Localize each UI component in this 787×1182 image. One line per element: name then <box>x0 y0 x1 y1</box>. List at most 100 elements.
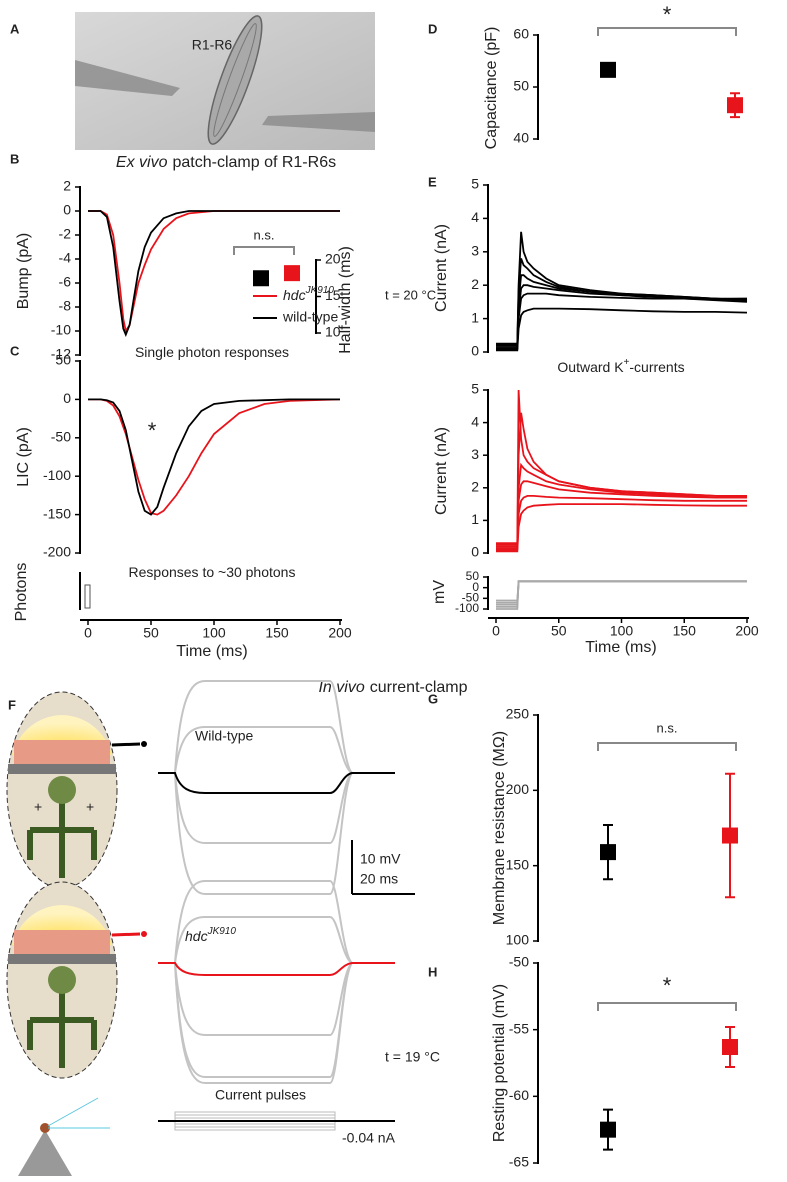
y-tick-label: 0 <box>471 544 479 560</box>
y-tick-label: 50 <box>55 352 71 368</box>
temperature: t = 19 °C <box>385 1049 440 1065</box>
y-tick-label: 40 <box>513 130 529 146</box>
y-tick-label: -4 <box>59 250 72 266</box>
caption-part: Single photon responses <box>135 344 289 360</box>
y-tick-label: 150 <box>506 856 530 872</box>
micrograph <box>75 12 375 150</box>
trace <box>496 580 747 610</box>
panel-caption: Single photon responses <box>135 344 289 360</box>
x-tick-label: 50 <box>551 623 567 639</box>
mean-marker <box>253 270 269 287</box>
trace <box>496 389 748 545</box>
scale-label: 10 mV <box>360 851 401 867</box>
significance-bracket <box>597 27 737 36</box>
eye-diagram <box>6 881 147 1079</box>
y-tick-label: -50 <box>51 429 71 445</box>
annotation: t = 20 °C <box>385 287 436 302</box>
trace-label: Wild-type <box>195 728 254 744</box>
trace-label: hdcJK910 <box>185 926 236 944</box>
voltage-trace <box>158 772 395 895</box>
y-axis-label: mV <box>431 580 448 604</box>
caption-part: -currents <box>629 359 684 375</box>
y-tick-label: 5 <box>471 381 479 397</box>
title-part: current-clamp <box>370 679 468 696</box>
x-tick-label: 200 <box>328 625 352 641</box>
panel-caption: Outward K+-currents <box>557 357 684 375</box>
annotation: n.s. <box>254 227 275 242</box>
annotation: * <box>663 2 672 27</box>
caption-part: Responses to ~30 photons <box>129 564 296 580</box>
panel-label: C <box>10 343 20 358</box>
x-tick-label: 200 <box>735 623 759 639</box>
y-axis-label: Membrane resistance (MΩ) <box>491 731 508 925</box>
trace <box>496 258 747 347</box>
y-tick-label: 1 <box>471 511 479 527</box>
panel-label: E <box>428 174 437 189</box>
mean-marker <box>600 844 616 861</box>
panel-caption: Responses to ~30 photons <box>129 564 296 580</box>
caption-part: Outward K <box>557 359 624 375</box>
x-axis-label: Time (ms) <box>585 639 656 656</box>
y-tick-label: -2 <box>59 226 72 242</box>
caption-part: + <box>624 357 630 368</box>
voltage-trace <box>158 962 395 1036</box>
y-tick-label: 15 <box>325 287 341 303</box>
significance-bracket <box>597 1002 737 1011</box>
trace <box>496 503 747 553</box>
current-pulses <box>158 1111 395 1131</box>
panel-label: B <box>10 151 19 166</box>
annotation: n.s. <box>657 720 678 735</box>
y-tick-label: 10 <box>325 324 341 340</box>
title-part: In vivo <box>318 679 364 696</box>
image-caption: Ex vivo patch-clamp of R1-R6s <box>116 154 336 171</box>
y-tick-label: -6 <box>59 274 72 290</box>
mean-marker <box>600 61 616 78</box>
y-tick-label: 3 <box>471 243 479 259</box>
legend-label: hdcJK910 <box>283 285 334 303</box>
x-tick-label: 0 <box>84 625 92 641</box>
y-axis-label: Current (nA) <box>433 224 450 312</box>
voltage-trace <box>158 726 395 774</box>
y-tick-label: 3 <box>471 446 479 462</box>
x-tick-label: 100 <box>610 623 634 639</box>
y-axis-label: Capacitance (pF) <box>483 27 500 150</box>
trace <box>496 580 747 608</box>
annotation: * <box>663 973 672 998</box>
voltage-trace <box>158 680 395 774</box>
voltage-trace <box>158 916 395 964</box>
trace <box>88 398 341 516</box>
mean-marker <box>722 827 738 844</box>
voltage-trace <box>158 962 395 976</box>
voltage-trace <box>158 880 395 964</box>
y-tick-label: 2 <box>471 276 479 292</box>
y-tick-label: 0 <box>63 390 71 406</box>
y-axis-label: LIC (pA) <box>15 427 32 487</box>
y-tick-label: -8 <box>59 298 72 314</box>
trace <box>496 580 747 602</box>
trace <box>88 210 340 337</box>
voltage-trace <box>158 962 395 1078</box>
y-tick-label: 1 <box>471 309 479 325</box>
trace <box>496 307 748 352</box>
sign: + <box>34 799 42 815</box>
panel-label: H <box>428 964 437 979</box>
eye-diagram: + + <box>6 691 147 889</box>
y-tick-label: 250 <box>506 706 530 722</box>
y-tick-label: -12 <box>51 346 71 362</box>
trace <box>496 274 748 348</box>
y-tick-label: 2 <box>471 479 479 495</box>
scale-label: 20 ms <box>360 871 398 887</box>
y-tick-label: 2 <box>63 178 71 194</box>
x-tick-label: 150 <box>265 625 289 641</box>
trace <box>496 462 748 548</box>
annotation: * <box>148 418 157 443</box>
y-tick-label: -100 <box>455 601 479 615</box>
rig-icon <box>18 1097 110 1176</box>
trace <box>496 480 747 549</box>
x-tick-label: 150 <box>673 623 697 639</box>
stimulus-bar <box>84 584 91 609</box>
y-tick-label: 4 <box>471 209 479 225</box>
y-axis-label: Bump (pA) <box>15 233 32 309</box>
trace <box>496 495 747 551</box>
